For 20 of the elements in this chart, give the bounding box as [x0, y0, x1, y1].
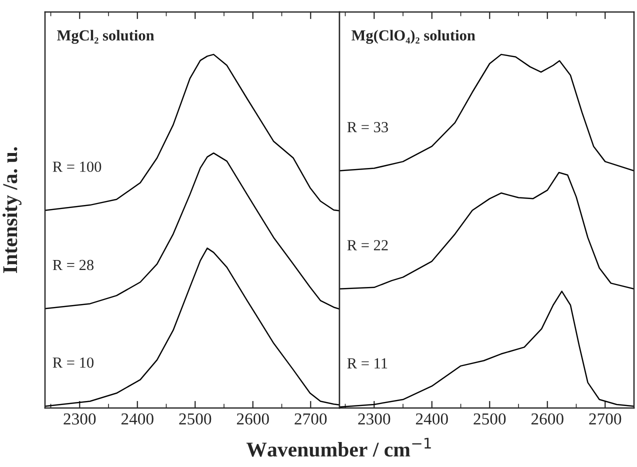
x-axis-title: Wavenumber / cm$^{−1}$ — [246, 438, 431, 457]
chart-title: Mg(ClO₄)₂ solution — [352, 30, 476, 44]
x-tick-label: 2400 — [416, 413, 448, 425]
series-label: R = 22 — [347, 240, 388, 250]
chart-title: MgCl₂ solution — [57, 30, 154, 44]
x-tick-label: 2700 — [589, 413, 622, 425]
x-tick-label: 2400 — [121, 413, 154, 425]
x-tick-label: 2300 — [358, 413, 390, 425]
text: R = 33 — [347, 122, 388, 132]
text: R = 11 — [347, 358, 388, 368]
x-tick-label: 2500 — [179, 413, 212, 425]
x-tick-label: 2600 — [531, 413, 564, 425]
x-tick-label: 2500 — [474, 413, 506, 425]
text: R = 28 — [52, 260, 94, 270]
x-tick-label: 2600 — [236, 413, 269, 425]
x-tick-label: 2300 — [64, 413, 96, 425]
text: R = 10 — [52, 357, 94, 368]
y-axis-title: Intensity /a. u. — [2, 147, 22, 273]
series-label: R = 100 — [52, 162, 102, 172]
x-tick-label: 2700 — [294, 413, 327, 425]
